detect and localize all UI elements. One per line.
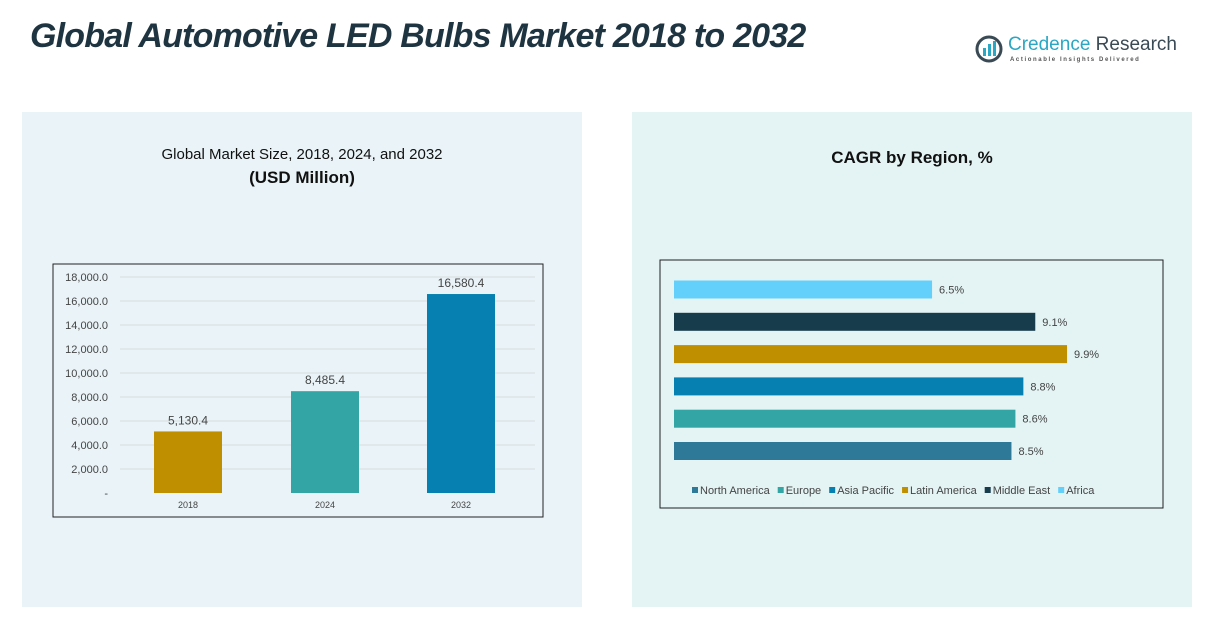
chart-title: Global Market Size, 2018, 2024, and 2032 <box>161 146 443 163</box>
y-tick-label: 8,000.0 <box>71 392 108 404</box>
chart-frame <box>659 259 1164 509</box>
y-tick-label: 10,000.0 <box>65 368 108 380</box>
bar-2018 <box>154 431 222 493</box>
legend-item: Europe <box>786 485 821 497</box>
x-tick-label: 2032 <box>451 500 471 510</box>
legend-item: Latin America <box>910 485 978 497</box>
bar-middle-east <box>674 312 1036 331</box>
legend-swatch <box>1058 487 1065 493</box>
legend-swatch <box>902 487 909 493</box>
legend-item: Middle East <box>993 485 1050 497</box>
y-tick-label: 12,000.0 <box>65 344 108 356</box>
logo: Credence Research Actionable Insights De… <box>974 34 1177 68</box>
logo-tagline: Actionable Insights Delivered <box>1010 57 1141 63</box>
bar-europe <box>674 409 1016 428</box>
legend-swatch <box>829 487 836 493</box>
y-tick-label: 14,000.0 <box>65 320 108 332</box>
data-label: 6.5% <box>939 285 964 297</box>
bar-asia-pacific <box>674 377 1024 396</box>
legend-item: Asia Pacific <box>837 485 894 497</box>
data-label: 8.8% <box>1030 381 1055 393</box>
x-tick-label: 2018 <box>178 500 198 510</box>
legend-swatch <box>777 487 784 493</box>
y-tick-label: 6,000.0 <box>71 416 108 428</box>
y-tick-label: - <box>104 488 108 500</box>
page-title: Global Automotive LED Bulbs Market 2018 … <box>30 17 806 55</box>
data-label: 9.9% <box>1074 349 1099 361</box>
bar-africa <box>674 280 933 299</box>
bar-2032 <box>427 294 495 493</box>
legend-swatch <box>692 487 698 493</box>
data-label: 8.5% <box>1018 446 1043 458</box>
x-tick-label: 2024 <box>315 500 335 510</box>
chart-subtitle: (USD Million) <box>249 168 355 187</box>
logo-icon <box>975 35 1003 63</box>
logo-name: Credence Research <box>1008 34 1177 55</box>
legend-swatch <box>984 487 991 493</box>
data-label: 5,130.4 <box>168 413 208 427</box>
bar-2024 <box>291 391 359 493</box>
bar-north-america <box>674 442 1012 460</box>
y-tick-label: 18,000.0 <box>65 272 108 284</box>
legend-item: Africa <box>1066 485 1095 497</box>
bar-latin-america <box>674 345 1068 364</box>
chart-frame <box>52 263 544 518</box>
y-tick-label: 16,000.0 <box>65 296 108 308</box>
y-tick-label: 2,000.0 <box>71 464 108 476</box>
y-tick-label: 4,000.0 <box>71 440 108 452</box>
data-label: 8,485.4 <box>305 373 345 387</box>
data-label: 16,580.4 <box>438 276 485 290</box>
chart-title: CAGR by Region, % <box>831 148 993 167</box>
legend-item: North America <box>700 485 771 497</box>
data-label: 9.1% <box>1042 317 1067 329</box>
data-label: 8.6% <box>1022 414 1047 426</box>
